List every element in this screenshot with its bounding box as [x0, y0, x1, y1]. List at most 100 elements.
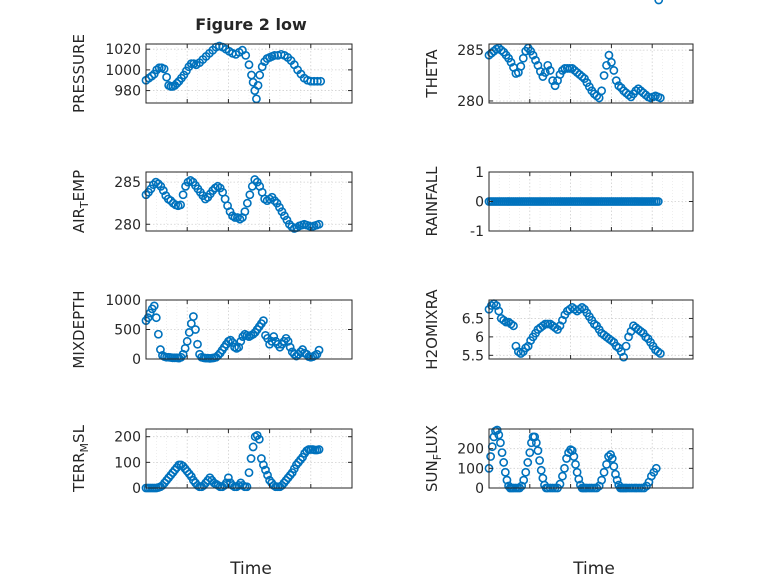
data-point — [261, 465, 270, 475]
data-point — [533, 446, 543, 456]
data-point — [143, 313, 153, 323]
data-point — [560, 463, 569, 473]
axes-frame — [145, 171, 353, 232]
y-tick-label: 0 — [132, 352, 141, 368]
data-point — [530, 432, 540, 442]
panel-5: 0 500 1000 MIXDEPTH — [70, 290, 353, 369]
data-point — [253, 81, 263, 90]
data-point — [531, 55, 540, 65]
data-point — [242, 198, 252, 208]
data-point — [609, 66, 619, 75]
data-point — [572, 467, 582, 477]
y-axis-label: SUNFLUX — [423, 425, 444, 492]
data-point — [162, 72, 171, 82]
data-point — [238, 332, 248, 341]
data-point — [178, 190, 188, 200]
data-point — [496, 45, 506, 55]
y-tick-label: 285 — [114, 175, 141, 191]
data-point — [270, 196, 279, 206]
data-point — [314, 219, 324, 229]
data-point — [246, 454, 256, 463]
data-point — [611, 76, 621, 86]
y-axis-label: MIXDEPTH — [70, 290, 88, 368]
data-point — [316, 76, 326, 86]
data-point — [655, 93, 665, 103]
data-point — [611, 469, 620, 479]
data-point — [284, 219, 294, 229]
data-point — [545, 66, 555, 75]
data-point — [149, 301, 159, 311]
data-point — [502, 475, 512, 485]
data-point — [574, 474, 584, 484]
data-point — [236, 336, 246, 346]
data-point — [496, 438, 505, 448]
data-point — [531, 438, 541, 448]
data-point — [519, 475, 529, 485]
panel-3: 280 285 AIRTEMP — [70, 170, 353, 233]
data-point — [228, 338, 237, 347]
y-tick-label: 6 — [475, 330, 484, 346]
data-point — [518, 53, 528, 63]
data-point — [607, 57, 616, 67]
data-point — [492, 425, 502, 435]
y-axis-label: H2OMIXRA — [423, 289, 441, 370]
data-point — [525, 448, 535, 457]
data-point — [244, 60, 254, 70]
panel-8: 0 100 200 SUNFLUX — [423, 0, 694, 497]
y-tick-label: 280 — [114, 217, 141, 233]
data-point — [655, 349, 665, 358]
data-point — [312, 349, 322, 359]
y-tick-label: 1000 — [105, 63, 141, 79]
data-point — [624, 90, 633, 100]
data-point — [259, 460, 268, 470]
axes-frame — [145, 43, 353, 104]
data-point — [543, 60, 553, 70]
data-point — [147, 71, 157, 81]
data-point — [494, 430, 504, 440]
data-point — [550, 81, 560, 91]
panel-1: 980 1000 1020 PRESSURE — [70, 34, 353, 113]
y-axis-label: AIRTEMP — [70, 170, 91, 233]
y-tick-label: 1000 — [105, 293, 141, 309]
y-tick-label: 280 — [457, 94, 484, 110]
data-point — [602, 459, 611, 469]
data-point — [159, 64, 169, 74]
data-point — [263, 470, 272, 480]
data-point — [536, 465, 546, 475]
panel-7: 0 100 200 TERRMSL — [70, 424, 353, 497]
data-point — [208, 186, 218, 195]
data-point — [172, 78, 182, 88]
data-point — [254, 434, 264, 444]
data-point — [486, 452, 496, 461]
x-axis-label-right: Time — [572, 559, 615, 579]
y-tick-label: 200 — [457, 442, 484, 458]
data-point — [182, 336, 192, 346]
data-point — [223, 473, 233, 483]
data-point — [193, 339, 202, 349]
panel-6: 5.5 6 6.5 H2OMIXRA — [423, 289, 694, 370]
data-point — [145, 308, 155, 318]
data-point — [312, 76, 322, 86]
data-point — [252, 94, 261, 104]
data-point — [226, 335, 235, 345]
y-tick-label: 1 — [475, 165, 484, 181]
data-point — [269, 332, 279, 341]
data-point — [500, 467, 510, 477]
y-tick-label: 0 — [475, 195, 484, 211]
data-point — [521, 467, 531, 477]
x-axis-label-left: Time — [229, 559, 272, 579]
data-point — [494, 306, 504, 316]
y-tick-label: 100 — [457, 461, 484, 477]
data-point — [577, 72, 587, 81]
y-axis-label: TERRMSL — [70, 424, 91, 493]
y-tick-label: 100 — [114, 455, 141, 471]
data-point — [523, 458, 533, 467]
data-point — [607, 454, 617, 463]
data-point — [599, 71, 609, 80]
data-point — [558, 471, 567, 481]
y-tick-label: 1020 — [105, 42, 141, 58]
data-point — [248, 442, 258, 452]
data-point — [153, 329, 163, 339]
axes-frame — [488, 428, 694, 489]
